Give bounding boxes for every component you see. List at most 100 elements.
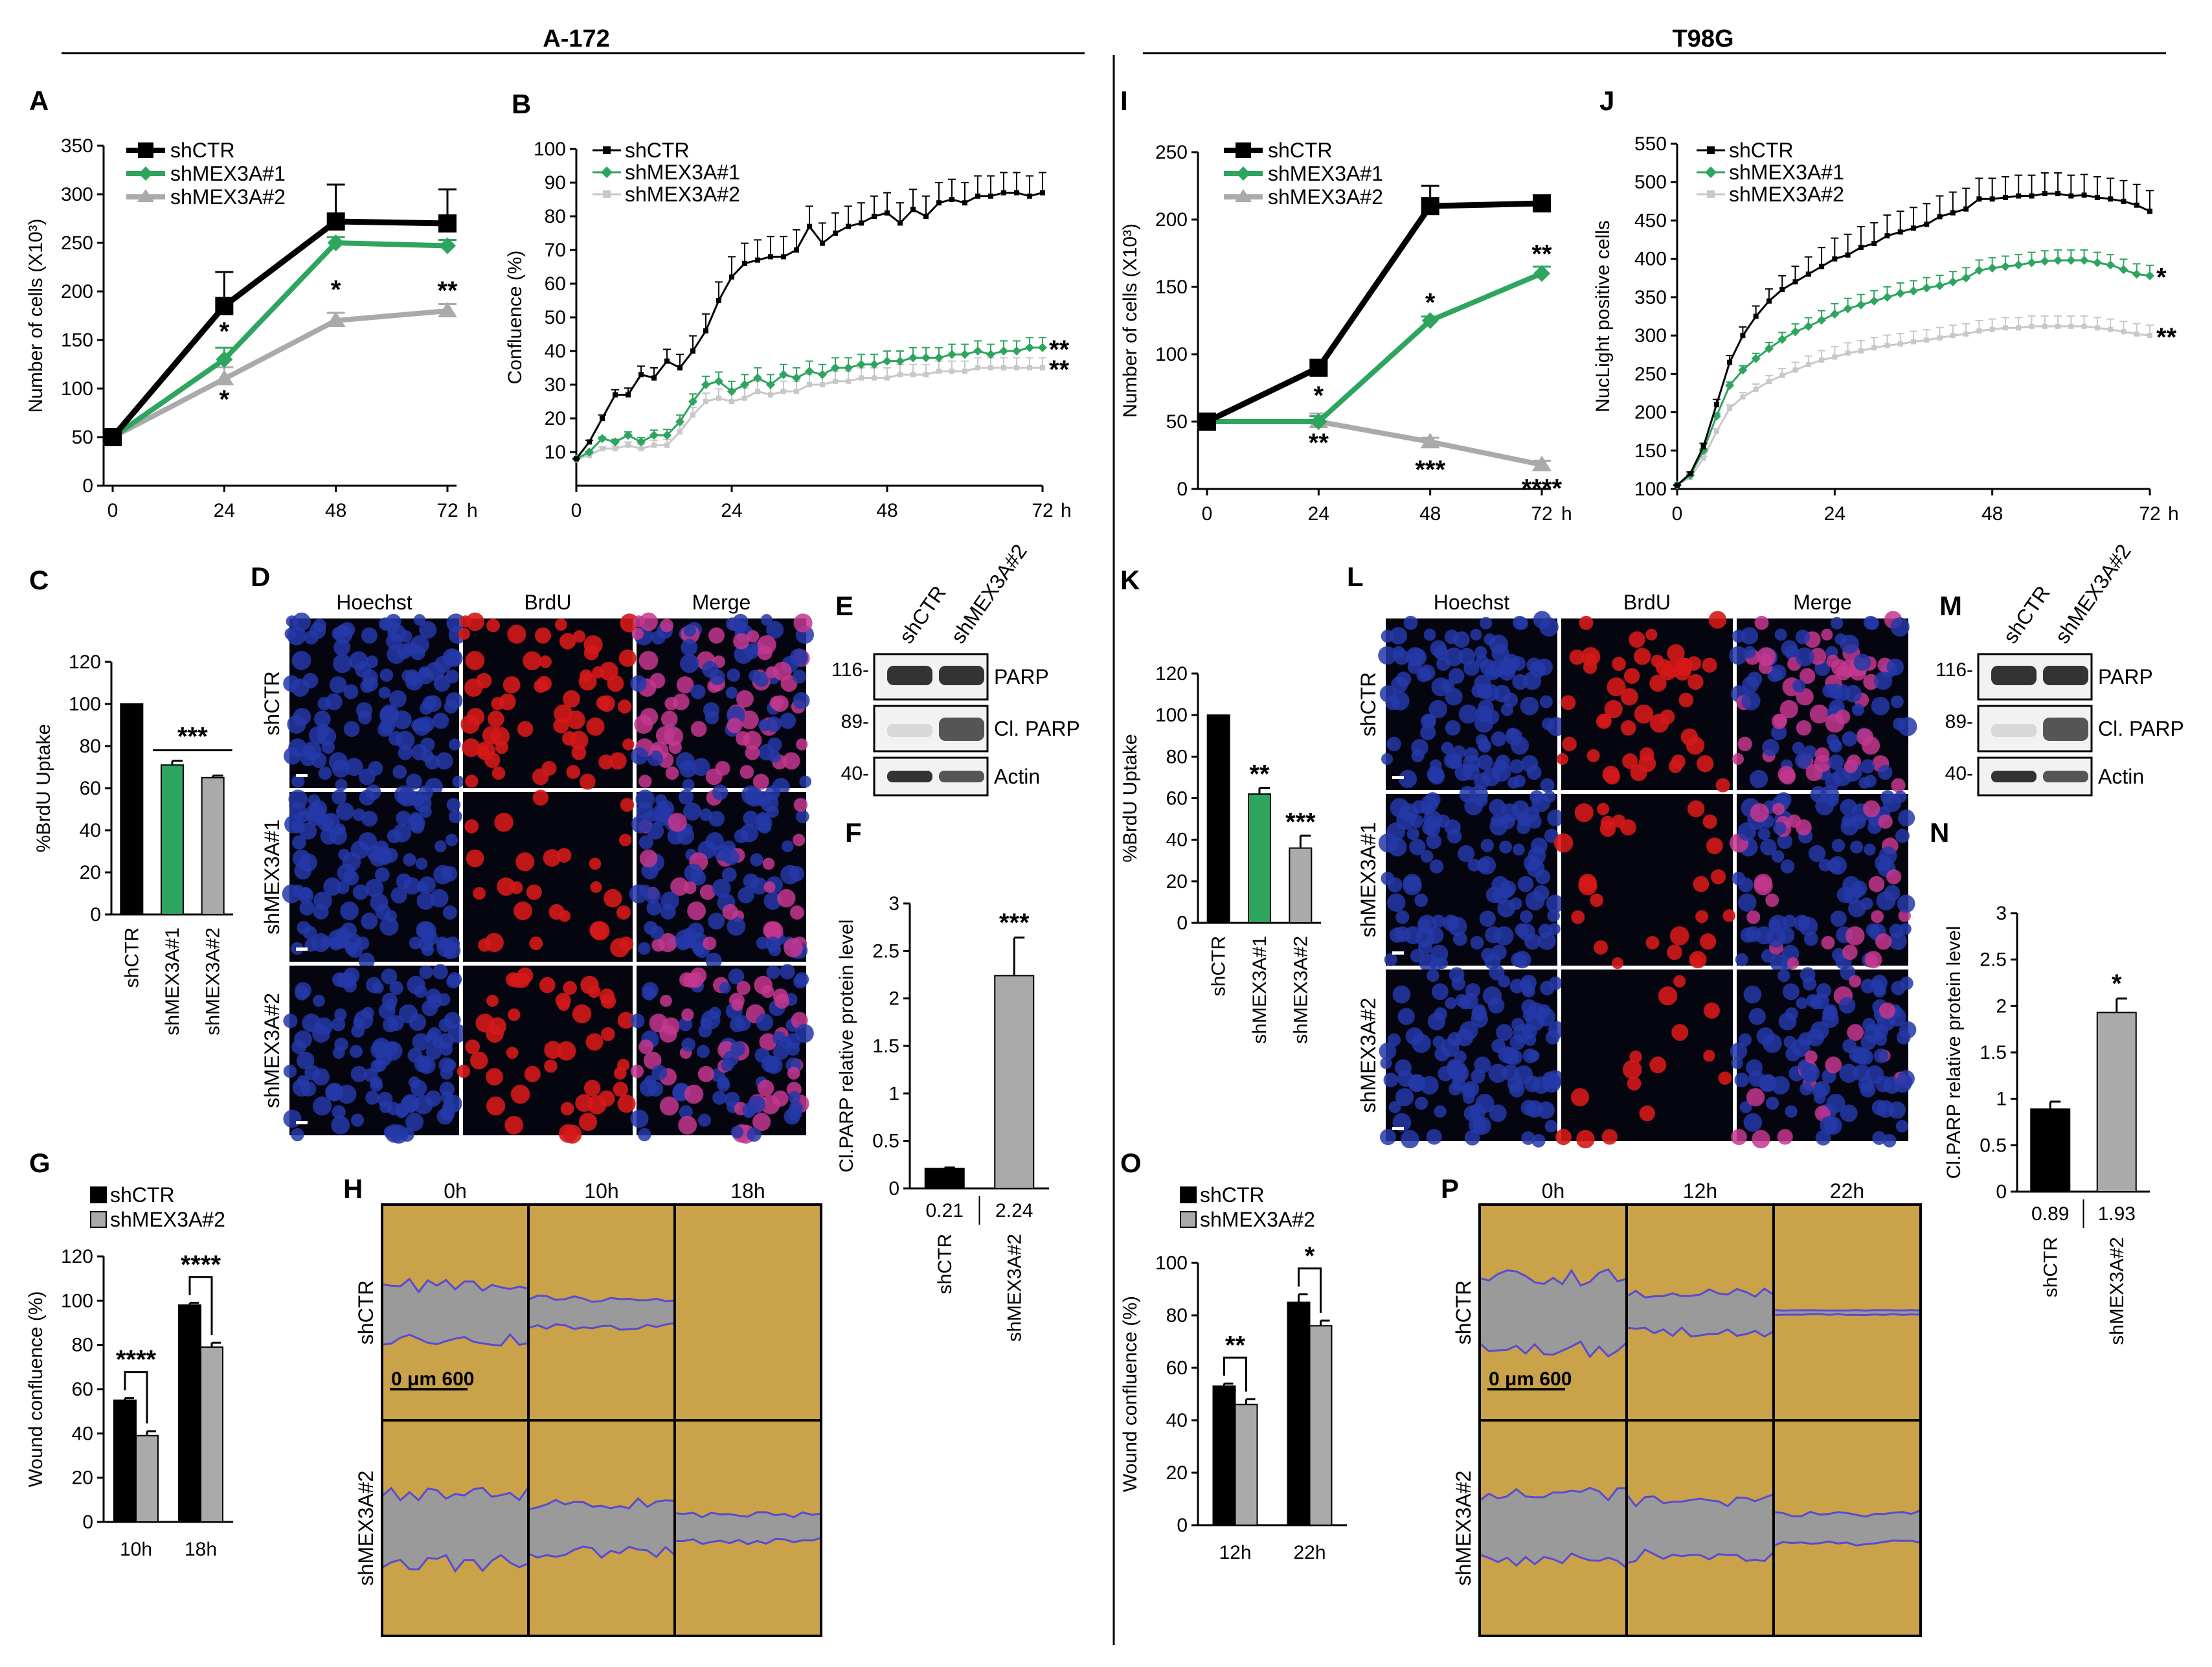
nucleus bbox=[697, 1113, 712, 1127]
bar-shMEX3A#2-22h bbox=[1309, 1325, 1333, 1526]
nucleus bbox=[304, 938, 318, 952]
nucleus bbox=[1406, 828, 1419, 841]
nucleus bbox=[1427, 765, 1444, 783]
significance-star: * bbox=[1314, 381, 1324, 410]
significance-star: *** bbox=[177, 723, 208, 751]
x-unit-label: h bbox=[2168, 503, 2179, 525]
y-axis-label: Number of cells (X10³) bbox=[25, 218, 47, 413]
nucleus bbox=[772, 1031, 786, 1045]
nucleus bbox=[1893, 717, 1906, 731]
data-point bbox=[988, 193, 993, 199]
nucleus bbox=[296, 1051, 315, 1070]
data-point bbox=[716, 298, 721, 303]
nucleus bbox=[1409, 839, 1426, 856]
nucleus bbox=[1737, 736, 1752, 751]
bar-shCTR bbox=[120, 703, 144, 915]
nucleus bbox=[532, 768, 549, 786]
nucleus bbox=[796, 810, 809, 824]
nucleus bbox=[585, 1033, 604, 1051]
nucleus bbox=[486, 618, 501, 633]
nucleus bbox=[295, 982, 311, 999]
nucleus bbox=[651, 938, 665, 952]
nucleus bbox=[356, 936, 370, 951]
nucleus bbox=[765, 1056, 783, 1074]
wound-image-0-0h: 0 μm 600 bbox=[1478, 1203, 1628, 1422]
column-label: 18h bbox=[730, 1179, 765, 1203]
nucleus bbox=[774, 993, 790, 1009]
nucleus bbox=[291, 1039, 307, 1054]
row-label: shMEX3A#1 bbox=[260, 819, 284, 935]
wound-gap bbox=[527, 1294, 676, 1331]
nucleus bbox=[780, 865, 800, 885]
nucleus bbox=[1491, 944, 1507, 960]
nucleus bbox=[345, 942, 359, 956]
x-tick-label: 24 bbox=[1308, 503, 1329, 525]
panel-G: G 0 20 40 60 80 100 120 Wound confluence (%) ****… bbox=[25, 1148, 233, 1560]
nucleus bbox=[725, 686, 738, 699]
nucleus bbox=[354, 1010, 374, 1030]
nucleus bbox=[1509, 979, 1525, 993]
scale-bar bbox=[296, 774, 308, 777]
nucleus bbox=[580, 975, 599, 995]
nucleus bbox=[571, 745, 587, 760]
nucleus bbox=[1669, 926, 1689, 946]
nucleus bbox=[1485, 664, 1501, 681]
nucleus bbox=[1557, 753, 1569, 765]
nucleus bbox=[445, 669, 460, 684]
nucleus bbox=[583, 1080, 601, 1096]
micrograph-hoechst-1 bbox=[282, 784, 462, 969]
data-point bbox=[1533, 194, 1551, 213]
y-tick-label: 40 bbox=[1166, 1410, 1188, 1431]
nucleus bbox=[1548, 923, 1561, 935]
nucleus bbox=[381, 968, 398, 985]
nucleus bbox=[590, 881, 602, 893]
nucleus bbox=[523, 651, 542, 670]
nucleus bbox=[389, 690, 407, 708]
nucleus bbox=[622, 738, 635, 751]
nucleus bbox=[727, 718, 743, 734]
y-tick-label: 80 bbox=[1166, 1305, 1188, 1326]
nucleus bbox=[1421, 802, 1434, 815]
data-point bbox=[1989, 196, 1995, 202]
nucleus bbox=[1475, 654, 1489, 668]
nucleus bbox=[1803, 745, 1817, 759]
nucleus bbox=[692, 758, 710, 777]
nucleus bbox=[1835, 709, 1851, 725]
y-tick-label: 60 bbox=[1166, 788, 1188, 810]
y-tick-label: 300 bbox=[61, 184, 93, 205]
column-label: 22h bbox=[1830, 1179, 1864, 1203]
nucleus bbox=[675, 752, 695, 771]
nucleus bbox=[709, 669, 725, 685]
legend-label: shMEX3A#2 bbox=[170, 185, 286, 209]
nucleus bbox=[396, 873, 412, 889]
nucleus bbox=[708, 913, 725, 930]
data-point bbox=[215, 297, 234, 315]
wound-image-1-22h bbox=[1772, 1419, 1922, 1637]
nucleus bbox=[1774, 714, 1787, 727]
nucleus bbox=[667, 828, 684, 845]
series-shCTR bbox=[572, 172, 1046, 462]
data-point bbox=[1792, 279, 1798, 285]
nucleus bbox=[763, 881, 776, 893]
row-label: shCTR bbox=[354, 1280, 378, 1345]
nucleus bbox=[1746, 910, 1761, 924]
row-label: shCTR bbox=[260, 671, 284, 736]
nucleus bbox=[407, 1047, 423, 1063]
nucleus bbox=[1826, 1093, 1845, 1113]
data-point bbox=[962, 200, 967, 206]
data-point bbox=[1700, 455, 1706, 461]
panel-letter: F bbox=[845, 817, 862, 848]
value-label: 0.89 bbox=[2031, 1203, 2069, 1225]
nucleus bbox=[1757, 828, 1770, 841]
data-point bbox=[2108, 326, 2114, 332]
nucleus bbox=[1741, 627, 1759, 645]
nucleus bbox=[756, 1014, 774, 1031]
nucleus bbox=[313, 994, 325, 1007]
nucleus bbox=[639, 849, 658, 868]
nucleus bbox=[1590, 893, 1604, 907]
nucleus bbox=[563, 981, 577, 995]
nucleus bbox=[413, 1094, 433, 1115]
y-tick-label: 500 bbox=[1634, 172, 1667, 193]
nucleus bbox=[1480, 839, 1495, 852]
row-label: shMEX3A#1 bbox=[1357, 822, 1380, 938]
